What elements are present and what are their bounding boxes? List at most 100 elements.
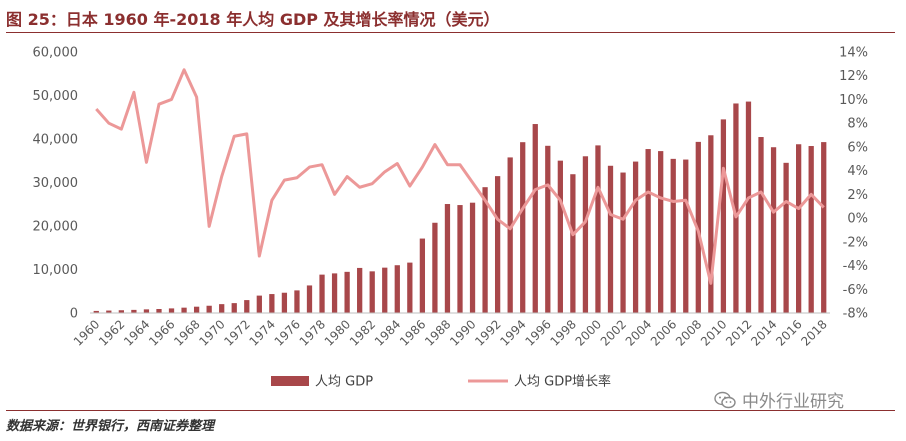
x-tick-label: 1974	[246, 317, 277, 348]
x-tick-label: 1960	[71, 317, 102, 348]
bar-1980	[344, 271, 350, 313]
bar-1987	[432, 222, 438, 313]
x-tick-label: 1980	[322, 317, 353, 348]
bar-2017	[808, 146, 814, 313]
axes: 0 10,000 20,000 30,000 40,000 50,000 60,000 -8%…	[33, 46, 869, 349]
x-tick-label: 1962	[96, 317, 127, 348]
x-tick-label: 2008	[673, 317, 704, 348]
y-right-tick-label: 4%	[847, 164, 868, 179]
x-tick-label: 1976	[272, 317, 303, 348]
bar-1968	[193, 306, 200, 313]
source-divider	[6, 410, 895, 411]
x-tick-label: 1992	[472, 317, 503, 348]
bar-1964	[143, 309, 150, 313]
bar-1993	[507, 157, 513, 313]
y-right-tick-label: -4%	[843, 259, 868, 274]
bar-series	[93, 101, 827, 313]
legend-line-label: 人均 GDP增长率	[514, 374, 611, 390]
x-tick-label: 1994	[497, 317, 528, 348]
bar-2001	[607, 165, 614, 313]
x-tick-label: 2006	[648, 317, 679, 348]
x-tick-label: 1978	[297, 317, 328, 348]
x-tick-label: 2004	[623, 317, 654, 348]
bar-1998	[570, 174, 576, 313]
x-tick-label: 1964	[121, 317, 152, 348]
x-tick-label: 1968	[171, 317, 202, 348]
bar-2018	[821, 142, 827, 313]
x-tick-label: 2012	[723, 317, 754, 348]
bar-2014	[770, 147, 777, 313]
bar-2005	[658, 151, 664, 313]
bar-1978	[319, 274, 325, 313]
y-right-tick-label: 8%	[847, 117, 868, 132]
watermark: 中外行业研究	[714, 387, 844, 412]
bar-1962	[118, 310, 124, 313]
x-tick-label: 1982	[347, 317, 378, 348]
bar-1973	[256, 295, 262, 313]
y-right-tick-label: -2%	[843, 235, 868, 250]
bar-2009	[708, 135, 714, 313]
bar-1994	[520, 142, 526, 313]
growth-rate-line	[95, 68, 825, 285]
bar-1988	[444, 204, 451, 313]
bar-1960	[93, 310, 99, 313]
x-tick-label: 1972	[221, 317, 252, 348]
bar-1997	[557, 160, 563, 313]
y-right-tick-label: 0%	[847, 212, 868, 227]
y-right-tick-label: -8%	[843, 307, 868, 322]
bar-1975	[281, 292, 288, 313]
y-left-tick-label: 50,000	[33, 89, 79, 104]
bar-2016	[796, 144, 802, 313]
bar-2000	[595, 145, 601, 313]
bar-2015	[783, 162, 789, 313]
bar-1984	[394, 265, 400, 313]
x-tick-label: 1996	[522, 317, 553, 348]
bar-1977	[306, 285, 313, 313]
legend-bar-swatch	[271, 376, 309, 386]
bar-2002	[620, 172, 626, 313]
y-left-tick-label: 10,000	[33, 263, 79, 278]
x-tick-label: 2016	[773, 317, 804, 348]
bar-1979	[331, 273, 338, 313]
bar-1986	[419, 238, 426, 313]
x-tick-label: 2000	[573, 317, 604, 348]
bar-1989	[457, 205, 463, 313]
bar-1990	[469, 202, 476, 313]
bar-1996	[545, 145, 551, 313]
bar-2012	[745, 101, 752, 313]
bar-2013	[758, 137, 764, 313]
y-left-tick-label: 40,000	[33, 133, 79, 148]
y-right-tick-label: 6%	[847, 140, 868, 155]
y-right-tick-label: 2%	[847, 188, 868, 203]
bar-1976	[294, 290, 300, 313]
bar-2006	[670, 158, 676, 313]
watermark-text: 中外行业研究	[742, 392, 844, 412]
chart-title: 图 25：日本 1960 年-2018 年人均 GDP 及其增长率情况（美元）	[6, 10, 500, 29]
bar-1971	[231, 303, 237, 313]
y-left-tick-label: 20,000	[33, 220, 79, 235]
legend-bar-label: 人均 GDP	[315, 375, 373, 390]
bar-1961	[106, 310, 112, 313]
bar-2010	[720, 119, 727, 313]
y-left-tick-label: 30,000	[33, 176, 79, 191]
bar-1974	[269, 294, 275, 313]
bar-1983	[382, 267, 388, 313]
bar-1970	[219, 304, 225, 313]
x-tick-label: 1970	[196, 317, 227, 348]
x-tick-label: 1998	[548, 317, 579, 348]
x-tick-label: 1986	[397, 317, 428, 348]
x-tick-label: 2014	[748, 317, 779, 348]
chart: 0 10,000 20,000 30,000 40,000 50,000 60,000 -8%…	[33, 46, 869, 390]
bar-2003	[632, 161, 639, 313]
source-note: 数据来源：世界银行，西南证券整理	[6, 419, 215, 434]
bar-1969	[206, 305, 212, 313]
bar-1999	[582, 156, 589, 313]
line-series	[95, 68, 825, 285]
bar-1965	[156, 309, 162, 313]
bar-1992	[494, 176, 501, 313]
x-tick-label: 1984	[372, 317, 403, 348]
x-tick-label: 2002	[598, 317, 629, 348]
bar-2011	[733, 103, 739, 313]
y-right-tick-label: 12%	[839, 69, 868, 84]
bar-1995	[532, 124, 538, 313]
